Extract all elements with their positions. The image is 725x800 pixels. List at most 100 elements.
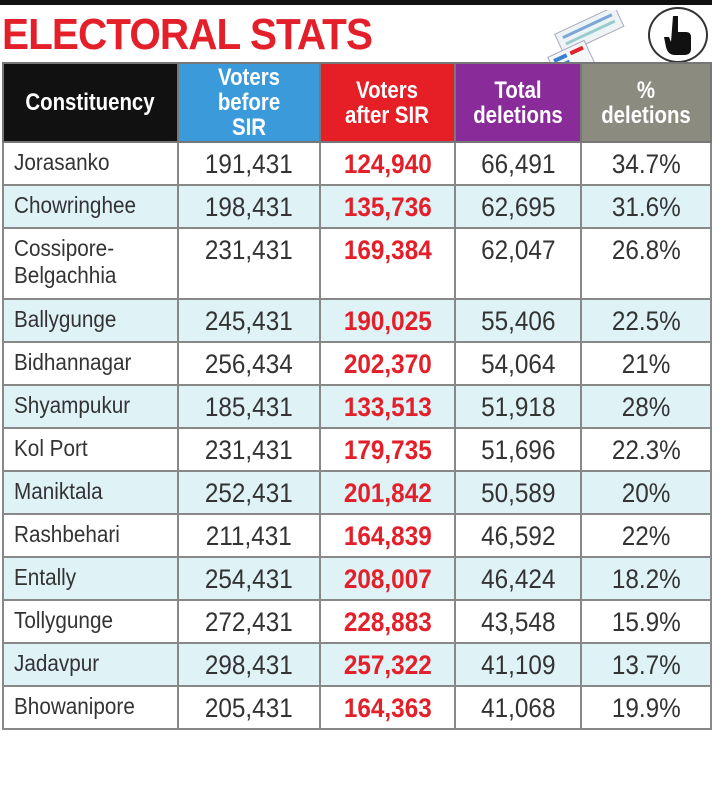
total-deletions-cell: 41,109 <box>453 642 583 687</box>
cell-text: Ballygunge <box>14 306 117 332</box>
voters-before-cell: 245,431 <box>176 298 322 343</box>
cell-text: Rashbehari <box>14 521 120 547</box>
table-row: Entally 254,431 208,007 46,424 18.2% <box>2 556 712 601</box>
table-row: Rashbehari 211,431 164,839 46,592 22% <box>2 513 712 558</box>
page-title: ELECTORAL STATS <box>2 10 373 59</box>
constituency-cell: Jorasanko <box>2 141 179 186</box>
cell-text: 34.7% <box>611 149 681 179</box>
total-deletions-cell: 55,406 <box>453 298 583 343</box>
cell-text: 298,431 <box>205 650 293 680</box>
constituency-cell: Kol Port <box>2 427 179 472</box>
table-row: Maniktala 252,431 201,842 50,589 20% <box>2 470 712 515</box>
cell-text: 164,363 <box>343 693 432 723</box>
cell-text: 254,431 <box>205 564 293 594</box>
total-deletions-cell: 43,548 <box>453 599 583 644</box>
voters-before-cell: 191,431 <box>176 141 322 186</box>
cell-text: 179,735 <box>343 435 432 465</box>
constituency-cell: Maniktala <box>2 470 179 515</box>
voters-after-cell: 201,842 <box>319 470 456 515</box>
cell-text: 62,695 <box>480 192 556 222</box>
constituency-cell: Rashbehari <box>2 513 179 558</box>
constituency-cell: Shyampukur <box>2 384 179 429</box>
voters-before-cell: 254,431 <box>176 556 322 601</box>
cell-text: 51,918 <box>480 392 556 422</box>
cell-text: 124,940 <box>343 149 432 179</box>
cell-text: Cossipore-Belgachhia <box>14 235 117 288</box>
voters-after-cell: 135,736 <box>319 184 456 229</box>
table-row: Bidhannagar 256,434 202,370 54,064 21% <box>2 341 712 386</box>
percent-deletions-cell: 15.9% <box>580 599 712 644</box>
cell-text: 26.8% <box>611 235 681 265</box>
cell-text: 41,109 <box>480 650 556 680</box>
voters-after-cell: 202,370 <box>319 341 456 386</box>
constituency-cell: Bidhannagar <box>2 341 179 386</box>
electoral-stats-table: Constituency Voters before SIR Voters af… <box>2 62 712 730</box>
voters-before-cell: 231,431 <box>176 227 322 300</box>
cell-text: 231,431 <box>205 235 293 265</box>
total-deletions-cell: 41,068 <box>453 685 583 730</box>
cell-text: 46,592 <box>480 521 556 551</box>
table-row: Jorasanko 191,431 124,940 66,491 34.7% <box>2 141 712 186</box>
total-deletions-cell: 62,695 <box>453 184 583 229</box>
cell-text: Kol Port <box>14 435 88 461</box>
top-rule <box>0 0 712 5</box>
cell-text: 169,384 <box>343 235 432 265</box>
cell-text: Chowringhee <box>14 192 136 218</box>
voters-after-cell: 133,513 <box>319 384 456 429</box>
cell-text: 22% <box>621 521 671 551</box>
cell-text: 13.7% <box>611 650 681 680</box>
cell-text: 211,431 <box>205 521 292 551</box>
cell-text: 54,064 <box>480 349 556 379</box>
constituency-cell: Ballygunge <box>2 298 179 343</box>
total-deletions-cell: 46,592 <box>453 513 583 558</box>
total-deletions-cell: 46,424 <box>453 556 583 601</box>
percent-deletions-cell: 28% <box>580 384 712 429</box>
cell-text: 272,431 <box>205 607 293 637</box>
cell-text: 252,431 <box>205 478 293 508</box>
cell-text: 62,047 <box>480 235 556 265</box>
cell-text: 28% <box>621 392 671 422</box>
cell-text: 50,589 <box>480 478 556 508</box>
cell-text: Bhowanipore <box>14 693 135 719</box>
voters-before-cell: 185,431 <box>176 384 322 429</box>
percent-deletions-cell: 21% <box>580 341 712 386</box>
voters-before-cell: 211,431 <box>176 513 322 558</box>
cell-text: 191,431 <box>205 149 293 179</box>
table-row: Bhowanipore 205,431 164,363 41,068 19.9% <box>2 685 712 730</box>
voters-after-cell: 228,883 <box>319 599 456 644</box>
voters-before-cell: 272,431 <box>176 599 322 644</box>
cell-text: Bidhannagar <box>14 349 132 375</box>
voters-before-cell: 205,431 <box>176 685 322 730</box>
voters-after-cell: 190,025 <box>319 298 456 343</box>
cell-text: 55,406 <box>480 306 556 336</box>
header-voters-before: Voters before SIR <box>176 62 322 143</box>
ballot-paper-evm-icon <box>547 10 625 70</box>
voters-after-cell: 164,363 <box>319 685 456 730</box>
cell-text: 21% <box>621 349 671 379</box>
cell-text: 135,736 <box>343 192 432 222</box>
cell-text: 208,007 <box>343 564 432 594</box>
percent-deletions-cell: 22.3% <box>580 427 712 472</box>
cell-text: 231,431 <box>205 435 293 465</box>
cell-text: 202,370 <box>343 349 432 379</box>
percent-deletions-cell: 19.9% <box>580 685 712 730</box>
voters-before-cell: 298,431 <box>176 642 322 687</box>
cell-text: 15.9% <box>611 607 681 637</box>
total-deletions-cell: 51,696 <box>453 427 583 472</box>
table-row: Kol Port 231,431 179,735 51,696 22.3% <box>2 427 712 472</box>
voters-before-cell: 231,431 <box>176 427 322 472</box>
cell-text: Entally <box>14 564 77 590</box>
cell-text: 245,431 <box>205 306 293 336</box>
total-deletions-cell: 54,064 <box>453 341 583 386</box>
cell-text: 31.6% <box>611 192 681 222</box>
cell-text: 66,491 <box>480 149 556 179</box>
constituency-cell: Bhowanipore <box>2 685 179 730</box>
voters-before-cell: 198,431 <box>176 184 322 229</box>
cell-text: Jadavpur <box>14 650 100 676</box>
cell-text: 201,842 <box>343 478 432 508</box>
cell-text: 18.2% <box>611 564 681 594</box>
table-row: Ballygunge 245,431 190,025 55,406 22.5% <box>2 298 712 343</box>
cell-text: 20% <box>621 478 671 508</box>
percent-deletions-cell: 31.6% <box>580 184 712 229</box>
total-deletions-cell: 62,047 <box>453 227 583 300</box>
